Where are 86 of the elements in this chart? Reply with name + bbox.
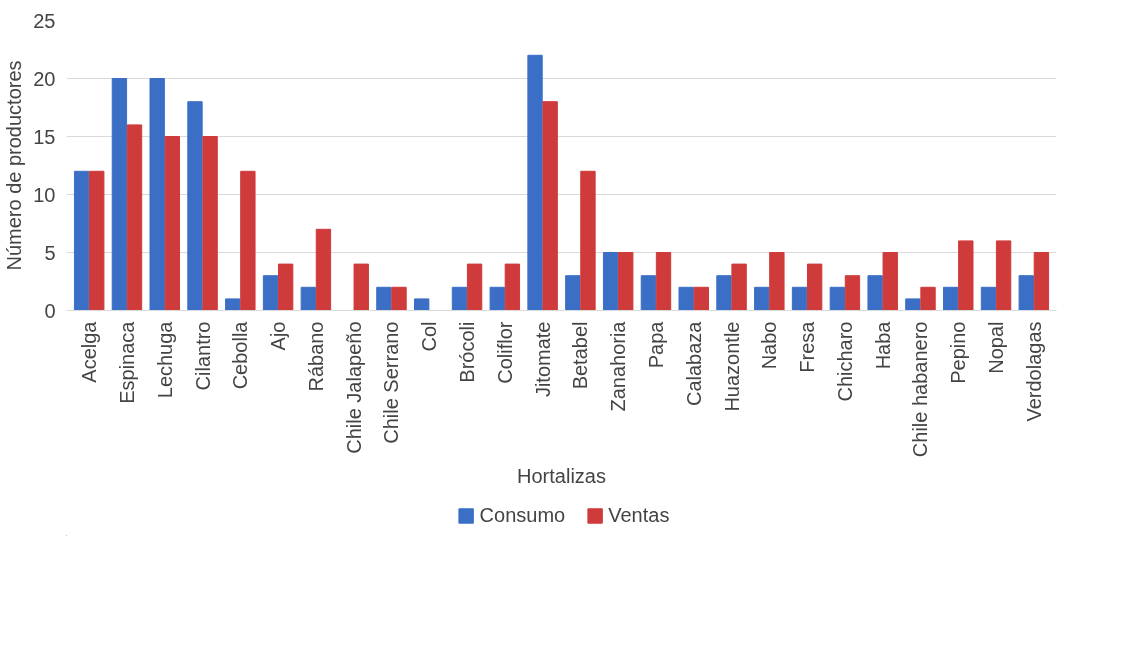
- bar: [1033, 252, 1050, 311]
- bar: [391, 286, 407, 311]
- bar: [187, 101, 203, 311]
- x-tick-label: Col: [418, 321, 441, 352]
- bar: [300, 286, 317, 311]
- x-tick-label: Papa: [644, 320, 667, 369]
- bar: [618, 252, 634, 311]
- bar: [164, 136, 180, 311]
- bar: [791, 286, 808, 311]
- y-tick-label: 5: [44, 241, 56, 264]
- y-tick-label: 15: [33, 125, 56, 148]
- bar: [376, 286, 392, 311]
- bar: [149, 78, 165, 311]
- x-tick-label: Jitomate: [531, 321, 554, 398]
- bar: [225, 298, 241, 311]
- bar: [73, 170, 90, 311]
- bar: [716, 275, 732, 311]
- x-tick-label: Pepino: [947, 321, 970, 384]
- x-tick-label: Zanahoria: [607, 320, 630, 412]
- bar: [1018, 275, 1034, 311]
- legend-label: Consumo: [479, 503, 566, 527]
- bar: [489, 286, 505, 311]
- x-tick-label: Chile Jalapeño: [342, 321, 365, 454]
- bar: [693, 286, 709, 311]
- bar: [451, 286, 468, 311]
- bar: [542, 101, 558, 311]
- x-tick-label: Acelga: [78, 320, 101, 383]
- bar: [602, 252, 619, 311]
- bar: [202, 136, 218, 311]
- bar: [527, 54, 543, 311]
- x-tick-label: Cebolla: [229, 320, 252, 390]
- bar: [466, 263, 483, 311]
- legend-label: Ventas: [608, 503, 670, 527]
- bar: [920, 286, 936, 311]
- bar: [262, 275, 279, 311]
- bar: [655, 252, 672, 311]
- bar: [867, 275, 883, 311]
- bar: [678, 286, 694, 311]
- x-tick-label: Verdolagas: [1022, 321, 1045, 422]
- x-tick-label: Chicharo: [833, 321, 856, 402]
- x-tick-label: Nabo: [758, 321, 781, 370]
- bar: [905, 298, 921, 311]
- bar: [829, 286, 846, 311]
- bar: [89, 170, 105, 311]
- bar: [882, 252, 898, 311]
- y-tick-label: 0: [44, 299, 56, 322]
- x-tick-label: Coliflor: [493, 321, 516, 384]
- y-tick-label: 20: [33, 67, 56, 90]
- bar: [754, 286, 770, 311]
- bar: [240, 170, 256, 311]
- bar: [640, 275, 657, 311]
- bar: [504, 263, 521, 311]
- x-tick-label: Espinaca: [115, 320, 138, 404]
- bar: [731, 263, 747, 311]
- x-tick-label: Betabel: [569, 321, 592, 390]
- bar: [315, 228, 332, 311]
- bar: [995, 240, 1012, 311]
- bar: [111, 78, 128, 311]
- y-tick-label: 10: [33, 183, 56, 206]
- bar: [943, 286, 959, 311]
- bar: [565, 275, 581, 311]
- x-tick-label: Cilantro: [191, 321, 214, 391]
- x-tick-label: Rábano: [304, 321, 327, 392]
- bar: [806, 263, 823, 311]
- y-axis-title: Número de productores: [3, 60, 26, 271]
- bar: [769, 252, 785, 311]
- x-tick-label: Ajo: [267, 321, 290, 351]
- x-tick-label: Haba: [871, 320, 894, 370]
- bar: [580, 170, 596, 311]
- bar: [844, 275, 861, 311]
- bar: [277, 263, 294, 311]
- bar: [126, 124, 143, 311]
- x-axis-title: Hortalizas: [517, 465, 606, 488]
- x-tick-label: Calabaza: [682, 320, 705, 406]
- bar: [353, 263, 369, 311]
- bar: [958, 240, 974, 311]
- y-tick-label: 25: [33, 9, 56, 32]
- x-tick-label: Fresa: [796, 320, 819, 373]
- x-tick-label: Huazontle: [720, 321, 743, 412]
- x-tick-label: Chile habanero: [909, 321, 932, 458]
- bar: [980, 286, 997, 311]
- x-tick-label: Chile Serrano: [380, 321, 403, 444]
- x-tick-label: Nopal: [985, 321, 1008, 374]
- x-tick-label: Lechuga: [153, 320, 176, 399]
- x-tick-label: Brócoli: [456, 321, 479, 383]
- bar: [414, 298, 430, 311]
